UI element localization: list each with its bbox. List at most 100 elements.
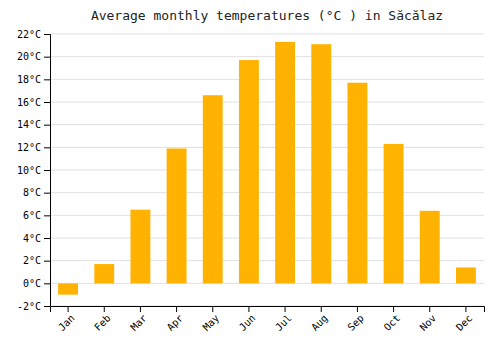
tick-mark [248,306,249,312]
tick-label: 20°C [17,51,41,62]
tick-mark [321,306,322,312]
bar [384,144,404,283]
tick-label: 16°C [17,97,41,108]
tick-label: Aug [309,312,330,333]
tick: Sep [345,306,366,333]
tick-label: 2°C [23,255,41,266]
x-axis: Jan Feb Mar Apr May Jun Jul Aug Sep Oct Nov Dec [51,306,485,333]
tick: Jul [273,306,294,333]
grid-line [50,283,484,284]
tick-label: Jan [56,312,77,333]
chart: -2°C 0°C 2°C 4°C 6°C 8°C 10°C 12°C 14°C 16°C 18°C 2… [0,0,500,350]
tick-label: Nov [418,312,439,333]
tick: 8°C [23,187,50,198]
tick-mark [465,306,466,312]
tick-label: May [201,312,222,333]
tick-label: Oct [382,312,403,333]
axis-domain [51,307,485,313]
tick: 22°C [17,29,50,40]
grid-line [50,79,484,80]
grid-line [50,102,484,103]
tick: Dec [454,306,475,333]
tick-mark [212,306,213,312]
tick-mark [104,306,105,312]
tick-mark [429,306,430,312]
grid-line [50,56,484,57]
bar [239,60,259,283]
tick: Nov [418,306,439,333]
grid-line [50,192,484,193]
tick: 4°C [23,233,50,244]
tick: 6°C [23,210,50,221]
tick-label: Feb [92,312,113,333]
tick: -2°C [17,301,50,312]
tick: Oct [382,306,403,333]
tick-label: 12°C [17,142,41,153]
tick: May [201,306,222,333]
bar [94,264,114,283]
tick-label: Dec [454,312,475,333]
tick-mark [44,306,50,307]
bar [275,42,295,283]
tick-mark [140,306,141,312]
tick-mark [68,306,69,312]
tick-mark [44,193,50,194]
tick-label: Sep [345,312,366,333]
grid-line [50,34,484,35]
grid-line [50,170,484,171]
bar [130,210,150,284]
tick: 0°C [23,278,50,289]
tick-label: 8°C [23,187,41,198]
tick-mark [44,261,50,262]
bar [167,148,187,283]
bars [58,42,476,295]
y-axis: -2°C 0°C 2°C 4°C 6°C 8°C 10°C 12°C 14°C 16°C 18°C 2… [17,29,51,312]
tick: Aug [309,306,330,333]
tick-mark [44,283,50,284]
tick: Apr [165,306,186,333]
bar [203,95,223,283]
tick-mark [285,306,286,312]
tick-mark [393,306,394,312]
tick-label: 0°C [23,278,41,289]
tick: 10°C [17,165,50,176]
tick: Mar [128,306,149,333]
tick-mark [44,125,50,126]
bar [456,267,476,283]
tick: 12°C [17,142,50,153]
tick-label: 22°C [17,29,41,40]
tick-label: Jul [273,312,294,333]
tick: 2°C [23,255,50,266]
tick-mark [44,57,50,58]
axis-domain [44,35,51,307]
tick-label: -2°C [17,301,41,312]
tick: Feb [92,306,113,333]
tick-mark [44,79,50,80]
tick-label: Mar [128,312,149,333]
grid-line [50,147,484,148]
tick-mark [44,170,50,171]
grid-line [50,124,484,125]
tick: Jan [56,306,77,333]
tick-label: 4°C [23,233,41,244]
title: Average monthly temperatures (°C ) in Să… [91,8,443,23]
tick: 16°C [17,97,50,108]
plot: -2°C 0°C 2°C 4°C 6°C 8°C 10°C 12°C 14°C 16°C 18°C 2… [17,29,485,333]
tick: 20°C [17,51,50,62]
tick-mark [176,306,177,312]
tick-label: 14°C [17,119,41,130]
grid [50,34,484,306]
tick-label: 10°C [17,165,41,176]
tick: 14°C [17,119,50,130]
tick: Jun [237,306,258,333]
grid-line [50,260,484,261]
tick-label: 6°C [23,210,41,221]
tick-mark [44,147,50,148]
bar [347,83,367,284]
bar [311,44,331,283]
tick-label: 18°C [17,74,41,85]
bar [58,283,78,294]
tick-mark [44,34,50,35]
tick-mark [44,238,50,239]
tick-label: Apr [165,312,186,333]
